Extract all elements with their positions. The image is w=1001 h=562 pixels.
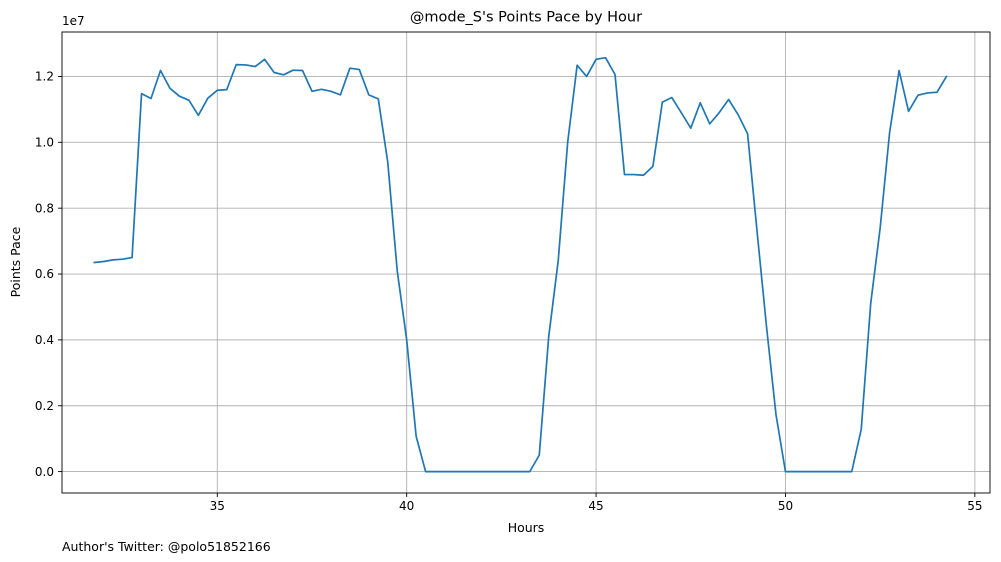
chart-title: @mode_S's Points Pace by Hour bbox=[410, 10, 642, 26]
y-tick-label: 0.6 bbox=[35, 267, 54, 281]
plot-frame bbox=[61, 31, 991, 494]
x-tick-label: 40 bbox=[399, 499, 414, 513]
y-tick-label: 0.8 bbox=[35, 201, 54, 215]
axis-ticks: 35 40 45 50 55 0.0 0.2 0.4 0.6 0.8 1.0 1.2 bbox=[35, 70, 983, 513]
y-axis-label: Points Pace bbox=[8, 226, 23, 297]
x-tick-label: 50 bbox=[778, 499, 793, 513]
y-tick-label: 1.0 bbox=[35, 136, 54, 150]
x-axis-label: Hours bbox=[508, 520, 545, 535]
y-tick-label: 0.4 bbox=[35, 333, 54, 347]
x-tick-label: 35 bbox=[210, 499, 225, 513]
x-tick-label: 45 bbox=[588, 499, 603, 513]
y-tick-label: 0.2 bbox=[35, 399, 54, 413]
y-tick-label: 0.0 bbox=[35, 465, 54, 479]
y-tick-label: 1.2 bbox=[35, 70, 54, 84]
footer-credit: Author's Twitter: @polo51852166 bbox=[62, 539, 271, 554]
x-tick-label: 55 bbox=[967, 499, 982, 513]
series-line bbox=[93, 56, 948, 473]
y-axis-offset-label: 1e7 bbox=[62, 14, 85, 28]
